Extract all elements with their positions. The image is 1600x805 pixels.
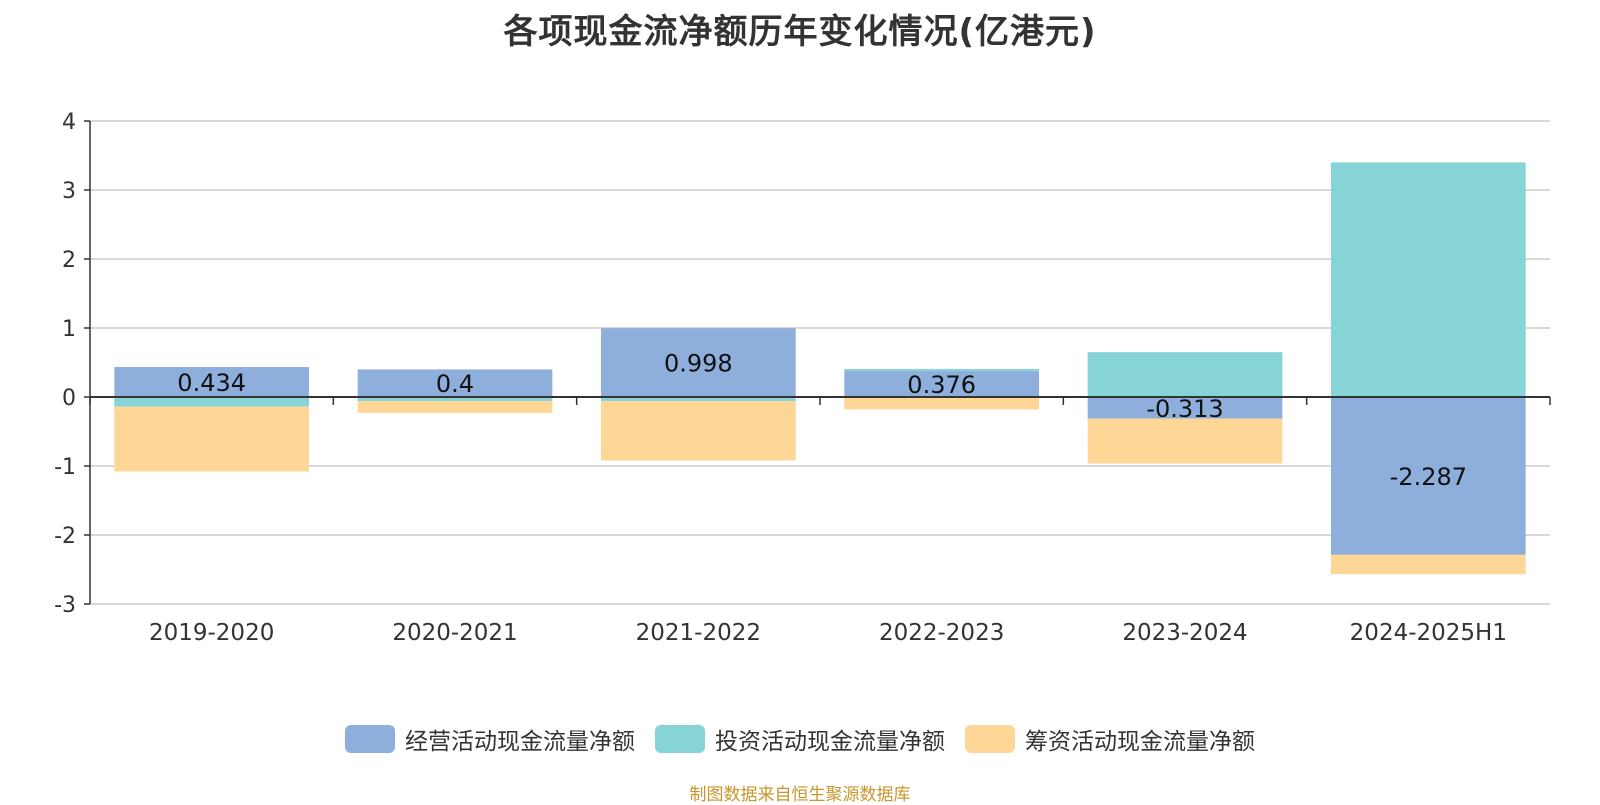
bar-financing — [1331, 554, 1526, 575]
x-category-label: 2020-2021 — [392, 620, 517, 646]
legend-label-financing: 筹资活动现金流量净额 — [1025, 729, 1255, 755]
bar-investing — [844, 368, 1039, 372]
y-tick-label: -3 — [54, 593, 76, 618]
data-label: 0.998 — [664, 350, 733, 378]
bar-investing — [114, 397, 309, 407]
legend-item-investing[interactable]: 投资活动现金流量净额 — [655, 722, 945, 756]
x-category-label: 2023-2024 — [1122, 620, 1247, 646]
legend-label-investing: 投资活动现金流量净额 — [715, 729, 945, 755]
legend: 经营活动现金流量净额 投资活动现金流量净额 筹资活动现金流量净额 — [0, 722, 1600, 756]
data-label: -2.287 — [1390, 463, 1467, 491]
bar-operating — [844, 371, 1039, 397]
bar-financing — [844, 397, 1039, 410]
y-tick-label: -1 — [54, 455, 76, 480]
data-label: -0.313 — [1146, 395, 1223, 423]
legend-swatch-financing — [965, 725, 1015, 753]
chart-title: 各项现金流净额历年变化情况(亿港元) — [503, 12, 1097, 52]
bar-investing — [357, 397, 553, 402]
bar-financing — [1087, 418, 1283, 464]
bar-investing — [601, 397, 796, 402]
bar-financing — [601, 401, 796, 461]
legend-swatch-operating — [345, 725, 395, 753]
bar-investing — [1331, 162, 1526, 397]
y-tick-label: 4 — [62, 110, 76, 135]
bar-financing — [357, 401, 553, 413]
data-label: 0.4 — [436, 370, 474, 398]
bar-operating — [114, 367, 309, 397]
y-tick-label: 2 — [62, 248, 76, 273]
x-category-label: 2024-2025H1 — [1350, 620, 1507, 646]
y-tick-label: -2 — [54, 524, 76, 549]
x-category-label: 2021-2022 — [636, 620, 761, 646]
bar-operating — [601, 328, 796, 397]
bar-operating — [1087, 397, 1283, 419]
bar-financing — [114, 406, 309, 472]
bar-operating — [1331, 397, 1526, 555]
y-tick-label: 3 — [62, 179, 76, 204]
bar-operating — [357, 369, 553, 397]
legend-label-operating: 经营活动现金流量净额 — [405, 729, 635, 755]
x-category-label: 2022-2023 — [879, 620, 1004, 646]
x-category-label: 2019-2020 — [149, 620, 274, 646]
y-tick-label: 1 — [62, 317, 76, 342]
data-label: 0.376 — [907, 371, 976, 399]
bar-chart: 4 3 2 1 0 -1 -2 -3 0.434 0.4 0.998 0.376 -0.313 -2.28… — [54, 110, 1551, 646]
bar-investing — [1087, 352, 1283, 397]
y-tick-label: 0 — [62, 386, 76, 411]
legend-item-financing[interactable]: 筹资活动现金流量净额 — [965, 722, 1255, 756]
source-note: 制图数据来自恒生聚源数据库 — [689, 785, 911, 805]
data-label: 0.434 — [177, 369, 246, 397]
legend-swatch-investing — [655, 725, 705, 753]
legend-item-operating[interactable]: 经营活动现金流量净额 — [345, 722, 635, 756]
